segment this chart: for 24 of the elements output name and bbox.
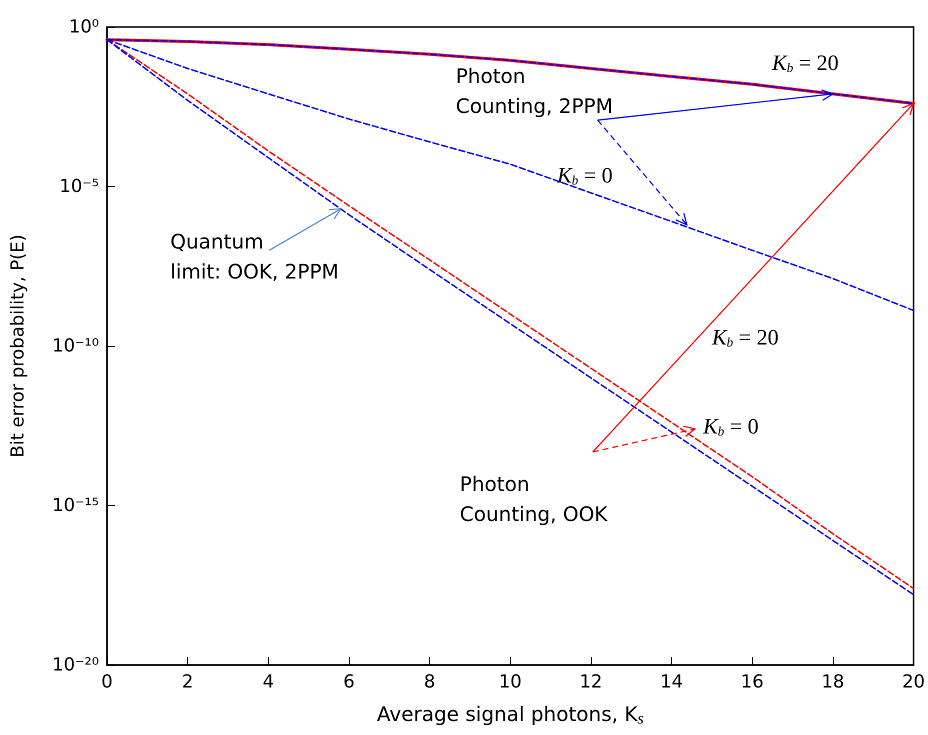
- y-tick-label: 10⁻¹⁵: [52, 495, 99, 516]
- y-tick-label: 10⁻²⁰: [52, 654, 99, 676]
- y-tick-label: 10⁻¹⁰: [52, 336, 99, 356]
- annotation: Photon Counting, OOK: [460, 472, 608, 526]
- x-tick-label: 14: [660, 672, 684, 692]
- x-tick-label: 6: [343, 672, 355, 692]
- y-axis-title: Bit error probability, P(E): [8, 234, 28, 458]
- x-tick-label: 4: [262, 672, 274, 692]
- x-tick-label: 8: [424, 672, 436, 692]
- x-tick-label: 2: [182, 672, 194, 692]
- x-tick-label: 20: [902, 672, 925, 692]
- y-tick-label: 10⁻⁵: [59, 176, 99, 197]
- x-tick-label: 10: [498, 672, 522, 692]
- annotation: Kb = 0: [556, 162, 613, 188]
- y-tick-label: 10⁰: [68, 16, 99, 38]
- annotation: Kb = 20: [711, 324, 779, 350]
- annotation: Photon Counting, 2PPM: [456, 64, 613, 118]
- annotation: Kb = 20: [771, 50, 839, 76]
- annotation: Quantum limit: OOK, 2PPM: [170, 230, 339, 284]
- annotation: Kb = 0: [702, 413, 759, 438]
- x-tick-label: 16: [740, 672, 764, 692]
- x-tick-label: 12: [579, 672, 602, 692]
- x-tick-label: 18: [821, 672, 844, 692]
- x-tick-label: 0: [101, 672, 113, 692]
